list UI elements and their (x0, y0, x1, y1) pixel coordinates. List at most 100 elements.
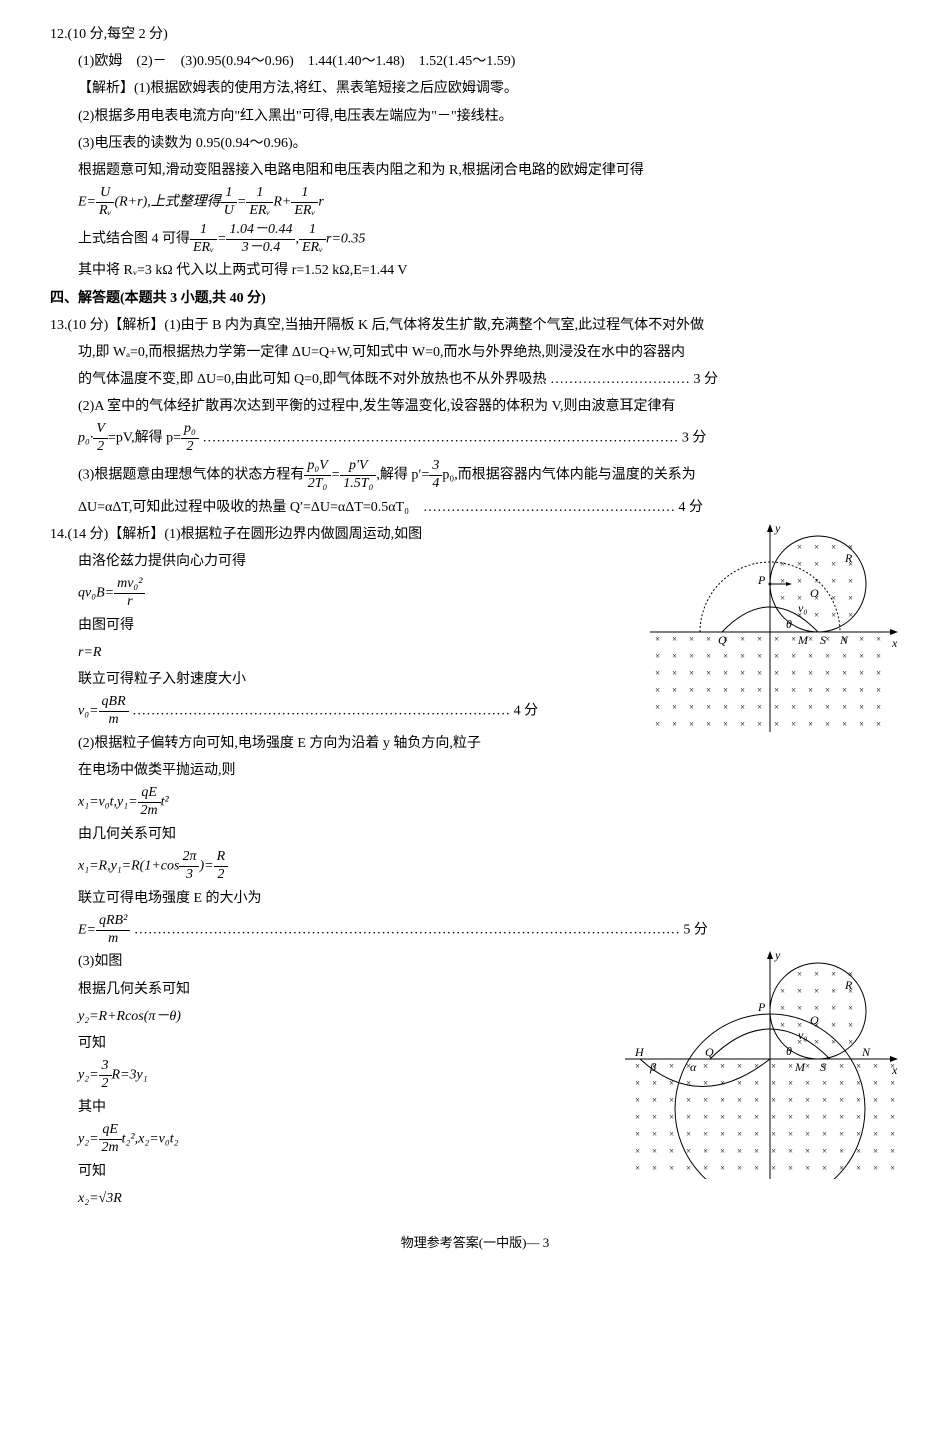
svg-text:×: × (856, 1146, 861, 1156)
q13-l4: (2)A 室中的气体经扩散再次达到平衡的过程中,发生等温变化,设容器的体积为 V… (50, 394, 900, 419)
svg-text:×: × (737, 1078, 742, 1088)
svg-text:×: × (669, 1061, 674, 1071)
svg-text:×: × (831, 986, 836, 996)
svg-text:×: × (720, 1078, 725, 1088)
q12-s6: 其中将 Rᵥ=3 kΩ 代入以上两式可得 r=1.52 kΩ,E=1.44 V (50, 258, 900, 283)
text: R=3y₁ (112, 1068, 148, 1083)
svg-text:×: × (720, 1095, 725, 1105)
svg-text:×: × (876, 634, 881, 644)
svg-text:×: × (635, 1146, 640, 1156)
svg-text:×: × (706, 702, 711, 712)
diagram-fig2: x y P R O Q M S N H v₀ θ α β ×××××××××××… (620, 949, 900, 1179)
svg-text:×: × (814, 1037, 819, 1047)
svg-text:×: × (839, 1146, 844, 1156)
svg-text:×: × (890, 1163, 895, 1173)
svg-text:×: × (890, 1061, 895, 1071)
svg-text:×: × (652, 1146, 657, 1156)
svg-text:×: × (842, 685, 847, 695)
text: qv₀B= (78, 586, 114, 601)
svg-text:×: × (771, 1146, 776, 1156)
svg-text:×: × (669, 1078, 674, 1088)
svg-text:N: N (861, 1045, 871, 1059)
text: =pV,解得 p= (108, 431, 181, 446)
svg-text:×: × (805, 1146, 810, 1156)
svg-text:×: × (780, 1020, 785, 1030)
svg-text:×: × (848, 593, 853, 603)
svg-text:×: × (808, 685, 813, 695)
text: x₁=v₀t,y₁= (78, 795, 138, 810)
svg-text:×: × (703, 1061, 708, 1071)
svg-text:×: × (740, 685, 745, 695)
svg-text:×: × (757, 702, 762, 712)
svg-text:×: × (814, 1003, 819, 1013)
svg-text:×: × (808, 668, 813, 678)
svg-text:×: × (797, 1037, 802, 1047)
svg-text:×: × (831, 1003, 836, 1013)
svg-text:×: × (754, 1061, 759, 1071)
svg-text:×: × (652, 1095, 657, 1105)
svg-text:×: × (808, 702, 813, 712)
svg-text:×: × (890, 1112, 895, 1122)
svg-text:×: × (859, 668, 864, 678)
text: = (237, 195, 246, 210)
svg-text:×: × (839, 1129, 844, 1139)
svg-text:×: × (856, 1061, 861, 1071)
svg-text:×: × (839, 1112, 844, 1122)
svg-text:×: × (831, 1020, 836, 1030)
svg-text:×: × (740, 702, 745, 712)
svg-text:×: × (788, 1129, 793, 1139)
text: p₀· (78, 431, 93, 446)
svg-text:×: × (822, 1163, 827, 1173)
svg-text:×: × (856, 1112, 861, 1122)
svg-text:×: × (791, 634, 796, 644)
svg-text:×: × (825, 719, 830, 729)
svg-text:×: × (808, 719, 813, 729)
q12-eq2: 上式结合图 4 可得1ERᵥ=1.04－0.443－0.4,1ERᵥr=0.35 (50, 222, 900, 257)
svg-text:×: × (706, 651, 711, 661)
svg-text:×: × (706, 685, 711, 695)
svg-text:×: × (797, 542, 802, 552)
svg-text:×: × (737, 1095, 742, 1105)
svg-text:×: × (737, 1112, 742, 1122)
svg-text:×: × (780, 576, 785, 586)
svg-text:×: × (788, 1095, 793, 1105)
svg-text:×: × (689, 634, 694, 644)
svg-text:×: × (831, 559, 836, 569)
text: = (217, 231, 226, 246)
svg-text:×: × (890, 1095, 895, 1105)
svg-text:×: × (791, 651, 796, 661)
svg-text:×: × (689, 702, 694, 712)
svg-text:×: × (805, 1095, 810, 1105)
q13-l6: ΔU=αΔT,可知此过程中吸收的热量 Q′=ΔU=αΔT=0.5αT₀ …………… (50, 495, 900, 520)
text: E= (78, 922, 96, 937)
svg-text:×: × (822, 1146, 827, 1156)
svg-text:×: × (797, 610, 802, 620)
svg-text:×: × (652, 1112, 657, 1122)
svg-text:×: × (825, 634, 830, 644)
svg-text:×: × (791, 685, 796, 695)
svg-text:×: × (652, 1061, 657, 1071)
svg-text:×: × (771, 1163, 776, 1173)
svg-text:×: × (686, 1129, 691, 1139)
svg-text:×: × (774, 685, 779, 695)
svg-text:Q: Q (705, 1045, 714, 1059)
svg-text:×: × (873, 1163, 878, 1173)
svg-text:×: × (652, 1163, 657, 1173)
svg-text:×: × (723, 634, 728, 644)
svg-text:×: × (754, 1129, 759, 1139)
svg-text:×: × (757, 651, 762, 661)
svg-text:×: × (655, 702, 660, 712)
svg-text:×: × (831, 969, 836, 979)
svg-text:×: × (703, 1146, 708, 1156)
svg-text:×: × (774, 668, 779, 678)
svg-text:×: × (797, 593, 802, 603)
svg-text:×: × (754, 1078, 759, 1088)
svg-text:×: × (856, 1078, 861, 1088)
svg-text:×: × (805, 1129, 810, 1139)
svg-text:x: x (891, 636, 898, 650)
svg-text:×: × (754, 1095, 759, 1105)
text: r=0.35 (326, 231, 365, 246)
svg-text:×: × (780, 1003, 785, 1013)
svg-text:×: × (706, 719, 711, 729)
svg-text:×: × (805, 1163, 810, 1173)
